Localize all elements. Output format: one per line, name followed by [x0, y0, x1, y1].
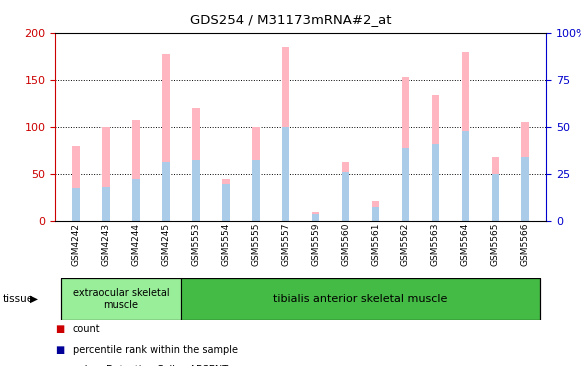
Bar: [162, 162, 170, 221]
Bar: [492, 174, 499, 221]
Bar: [61, 278, 181, 320]
Bar: [401, 77, 409, 221]
Bar: [372, 207, 379, 221]
Bar: [401, 148, 409, 221]
Text: GDS254 / M31173mRNA#2_at: GDS254 / M31173mRNA#2_at: [190, 13, 391, 26]
Text: tissue: tissue: [3, 294, 34, 304]
Bar: [181, 278, 540, 320]
Bar: [432, 144, 439, 221]
Bar: [192, 108, 200, 221]
Bar: [342, 162, 349, 221]
Bar: [252, 160, 260, 221]
Bar: [222, 184, 229, 221]
Text: ▶: ▶: [30, 294, 38, 304]
Bar: [132, 120, 140, 221]
Text: extraocular skeletal
muscle: extraocular skeletal muscle: [73, 288, 170, 310]
Text: tibialis anterior skeletal muscle: tibialis anterior skeletal muscle: [273, 294, 448, 304]
Bar: [432, 95, 439, 221]
Bar: [102, 187, 110, 221]
Bar: [312, 214, 320, 221]
Bar: [312, 212, 320, 221]
Bar: [342, 172, 349, 221]
Text: ■: ■: [55, 324, 64, 335]
Bar: [132, 179, 140, 221]
Text: ■: ■: [55, 344, 64, 355]
Text: ■: ■: [55, 365, 64, 366]
Bar: [73, 188, 80, 221]
Bar: [222, 179, 229, 221]
Bar: [162, 54, 170, 221]
Text: count: count: [73, 324, 101, 335]
Bar: [521, 157, 529, 221]
Bar: [252, 127, 260, 221]
Bar: [282, 47, 289, 221]
Bar: [282, 127, 289, 221]
Text: value, Detection Call = ABSENT: value, Detection Call = ABSENT: [73, 365, 228, 366]
Text: percentile rank within the sample: percentile rank within the sample: [73, 344, 238, 355]
Bar: [102, 127, 110, 221]
Bar: [492, 157, 499, 221]
Bar: [461, 52, 469, 221]
Bar: [461, 131, 469, 221]
Bar: [372, 201, 379, 221]
Bar: [192, 160, 200, 221]
Bar: [73, 146, 80, 221]
Bar: [521, 123, 529, 221]
